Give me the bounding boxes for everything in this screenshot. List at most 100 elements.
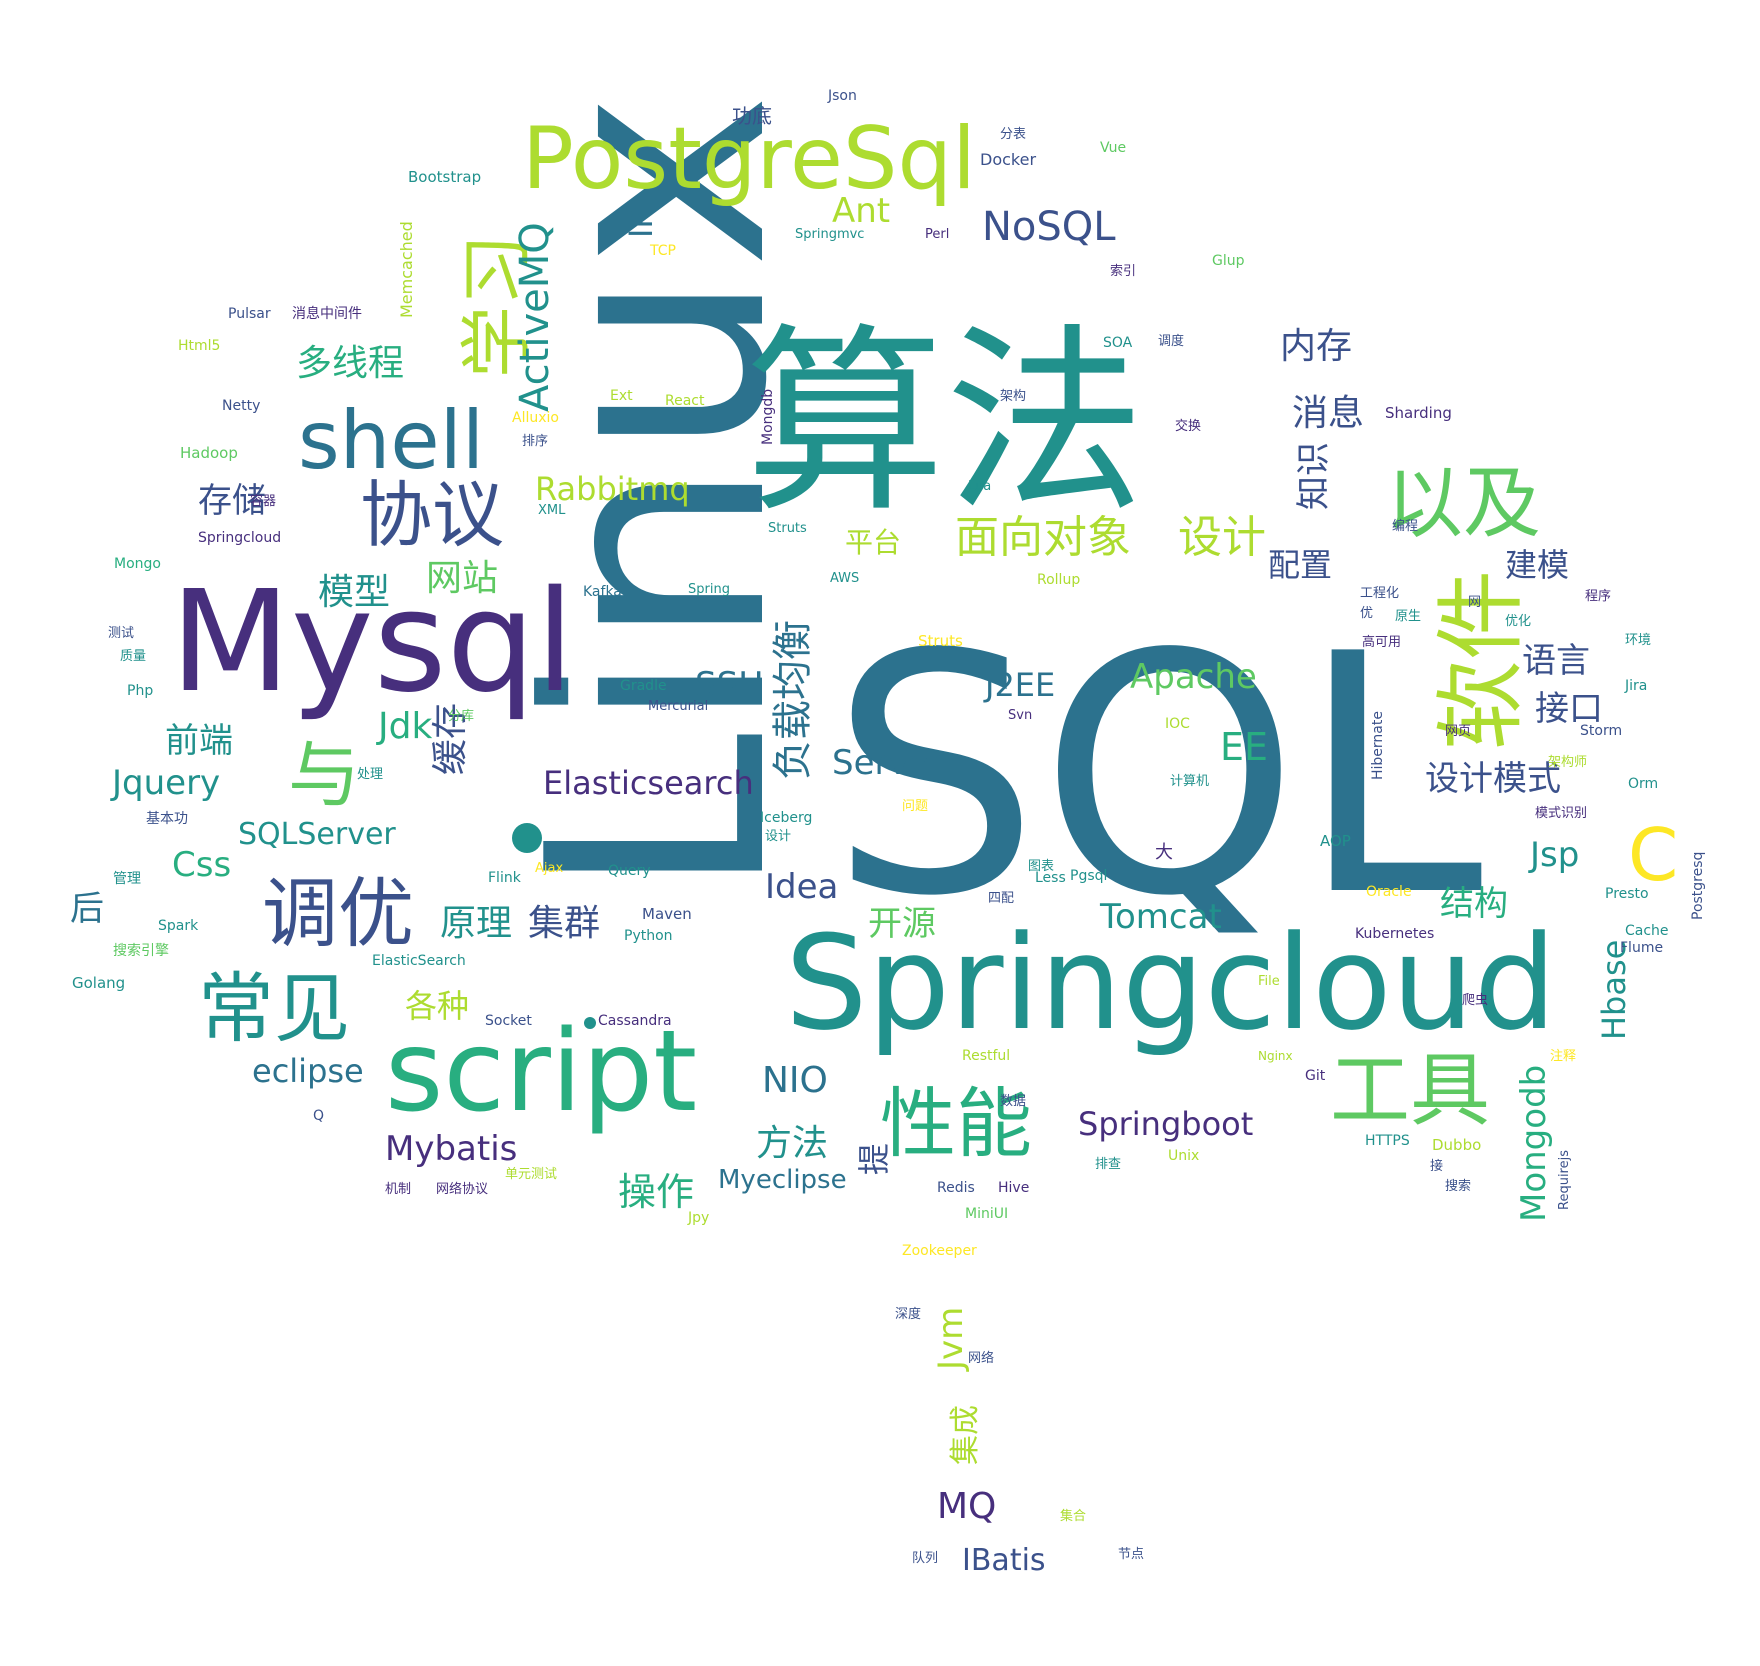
word: Git (1305, 1068, 1326, 1084)
word: 网络协议 (436, 1181, 488, 1197)
word: 四配 (988, 891, 1014, 906)
word: 交换 (1175, 418, 1201, 434)
word: 软件 (1429, 570, 1534, 750)
word: SOA (1103, 335, 1133, 351)
word: Jquery (110, 763, 220, 803)
word: shell (298, 394, 484, 487)
word: 设计 (1178, 512, 1266, 563)
word: Vue (1100, 140, 1126, 156)
word: Redis (937, 1180, 975, 1196)
word: 原理 (440, 903, 512, 944)
word: NIO (762, 1060, 828, 1101)
word: AWS (830, 571, 859, 586)
word: Postgresq (1690, 852, 1706, 920)
word: Sharding (1385, 404, 1452, 422)
word: Ajax (535, 861, 563, 876)
word: 集合 (1060, 1508, 1086, 1524)
word: Bootstrap (408, 168, 481, 186)
word: Springmvc (795, 227, 864, 242)
word: Cache (1625, 923, 1669, 939)
word: 注释 (1550, 1049, 1576, 1064)
word: Dubbo (1432, 1136, 1481, 1154)
word: 网页 (1445, 724, 1471, 739)
word: 分表 (1000, 127, 1026, 142)
word: J2EE (983, 666, 1055, 704)
word: Kubernetes (1355, 926, 1434, 942)
word: Jira (1624, 678, 1647, 694)
word: IOC (1165, 716, 1190, 732)
word: AOP (1320, 832, 1351, 850)
word: 消息中间件 (292, 305, 362, 322)
word: Zookeeper (902, 1243, 977, 1259)
word: Requirejs (1557, 1150, 1572, 1210)
word: 图表 (1028, 859, 1054, 874)
word: Svn (1008, 708, 1032, 723)
word: Netty (222, 398, 260, 414)
word: Unix (1168, 1148, 1199, 1164)
word: eclipse (252, 1052, 364, 1090)
word: Storm (1580, 723, 1622, 739)
word: Memcached (397, 221, 416, 318)
word: Jvm (931, 1307, 971, 1372)
word: Socket (485, 1013, 532, 1029)
word: Oracle (1366, 884, 1412, 900)
word: 结构 (1440, 884, 1508, 924)
word: Springboot (1078, 1105, 1253, 1143)
word: ActiveMQ (512, 222, 558, 412)
word: 接 (1430, 1158, 1443, 1174)
word: 搜索引擎 (113, 942, 169, 959)
word: 大 (1155, 842, 1173, 863)
word: IP (622, 209, 660, 238)
word: 管理 (113, 871, 141, 887)
word: 单元测试 (505, 1167, 557, 1182)
word: Myeclipse (718, 1165, 847, 1195)
word: 处理 (357, 767, 383, 782)
word: 队列 (912, 1551, 938, 1566)
word: Apache (1130, 657, 1257, 697)
word: 常见 (198, 964, 350, 1053)
word: Kafka (583, 584, 622, 600)
word: MQ (937, 1486, 996, 1527)
word: 学习 (455, 234, 539, 378)
word: 质量 (120, 649, 146, 664)
word: 集成 (948, 1405, 983, 1465)
word: Presto (1605, 886, 1649, 902)
word: Css (172, 845, 231, 885)
word: Pgsql (1070, 868, 1107, 884)
word: 基本功 (146, 810, 188, 827)
word: Maven (642, 905, 692, 923)
word: React (665, 393, 705, 409)
dot-marker (512, 823, 542, 853)
word: Golang (72, 974, 125, 992)
word: 设计 (765, 829, 791, 844)
word: 架构 (1000, 389, 1026, 404)
word: Hadoop (180, 444, 238, 462)
word: 方法 (756, 1123, 828, 1164)
word: Hive (998, 1180, 1029, 1196)
word: 工程化 (1360, 586, 1399, 601)
word: 模式识别 (1535, 806, 1587, 821)
word: 前端 (165, 721, 233, 761)
word: 功底 (732, 104, 772, 128)
word: SQLServer (238, 817, 396, 852)
word: Mongo (114, 556, 161, 572)
word: Q (313, 1108, 324, 1124)
word: Ext (610, 388, 633, 404)
word: 内存 (1280, 326, 1352, 367)
word: Spark (158, 918, 199, 934)
word: Alluxio (512, 410, 559, 426)
word: Nginx (1258, 1049, 1293, 1063)
word: Jsp (1528, 835, 1579, 875)
word: ElasticSearch (372, 953, 466, 969)
word: Springcloud (198, 530, 281, 546)
word: script (385, 1007, 697, 1137)
word: Idea (765, 867, 838, 907)
word: Jpy (687, 1210, 709, 1226)
word: Rabbitmq (535, 470, 690, 508)
word: 高可用 (1362, 634, 1401, 650)
word: MiniUI (965, 1206, 1008, 1222)
word: 优 (1360, 606, 1373, 621)
word: 分库 (448, 708, 474, 724)
word: 编程 (1392, 519, 1418, 534)
